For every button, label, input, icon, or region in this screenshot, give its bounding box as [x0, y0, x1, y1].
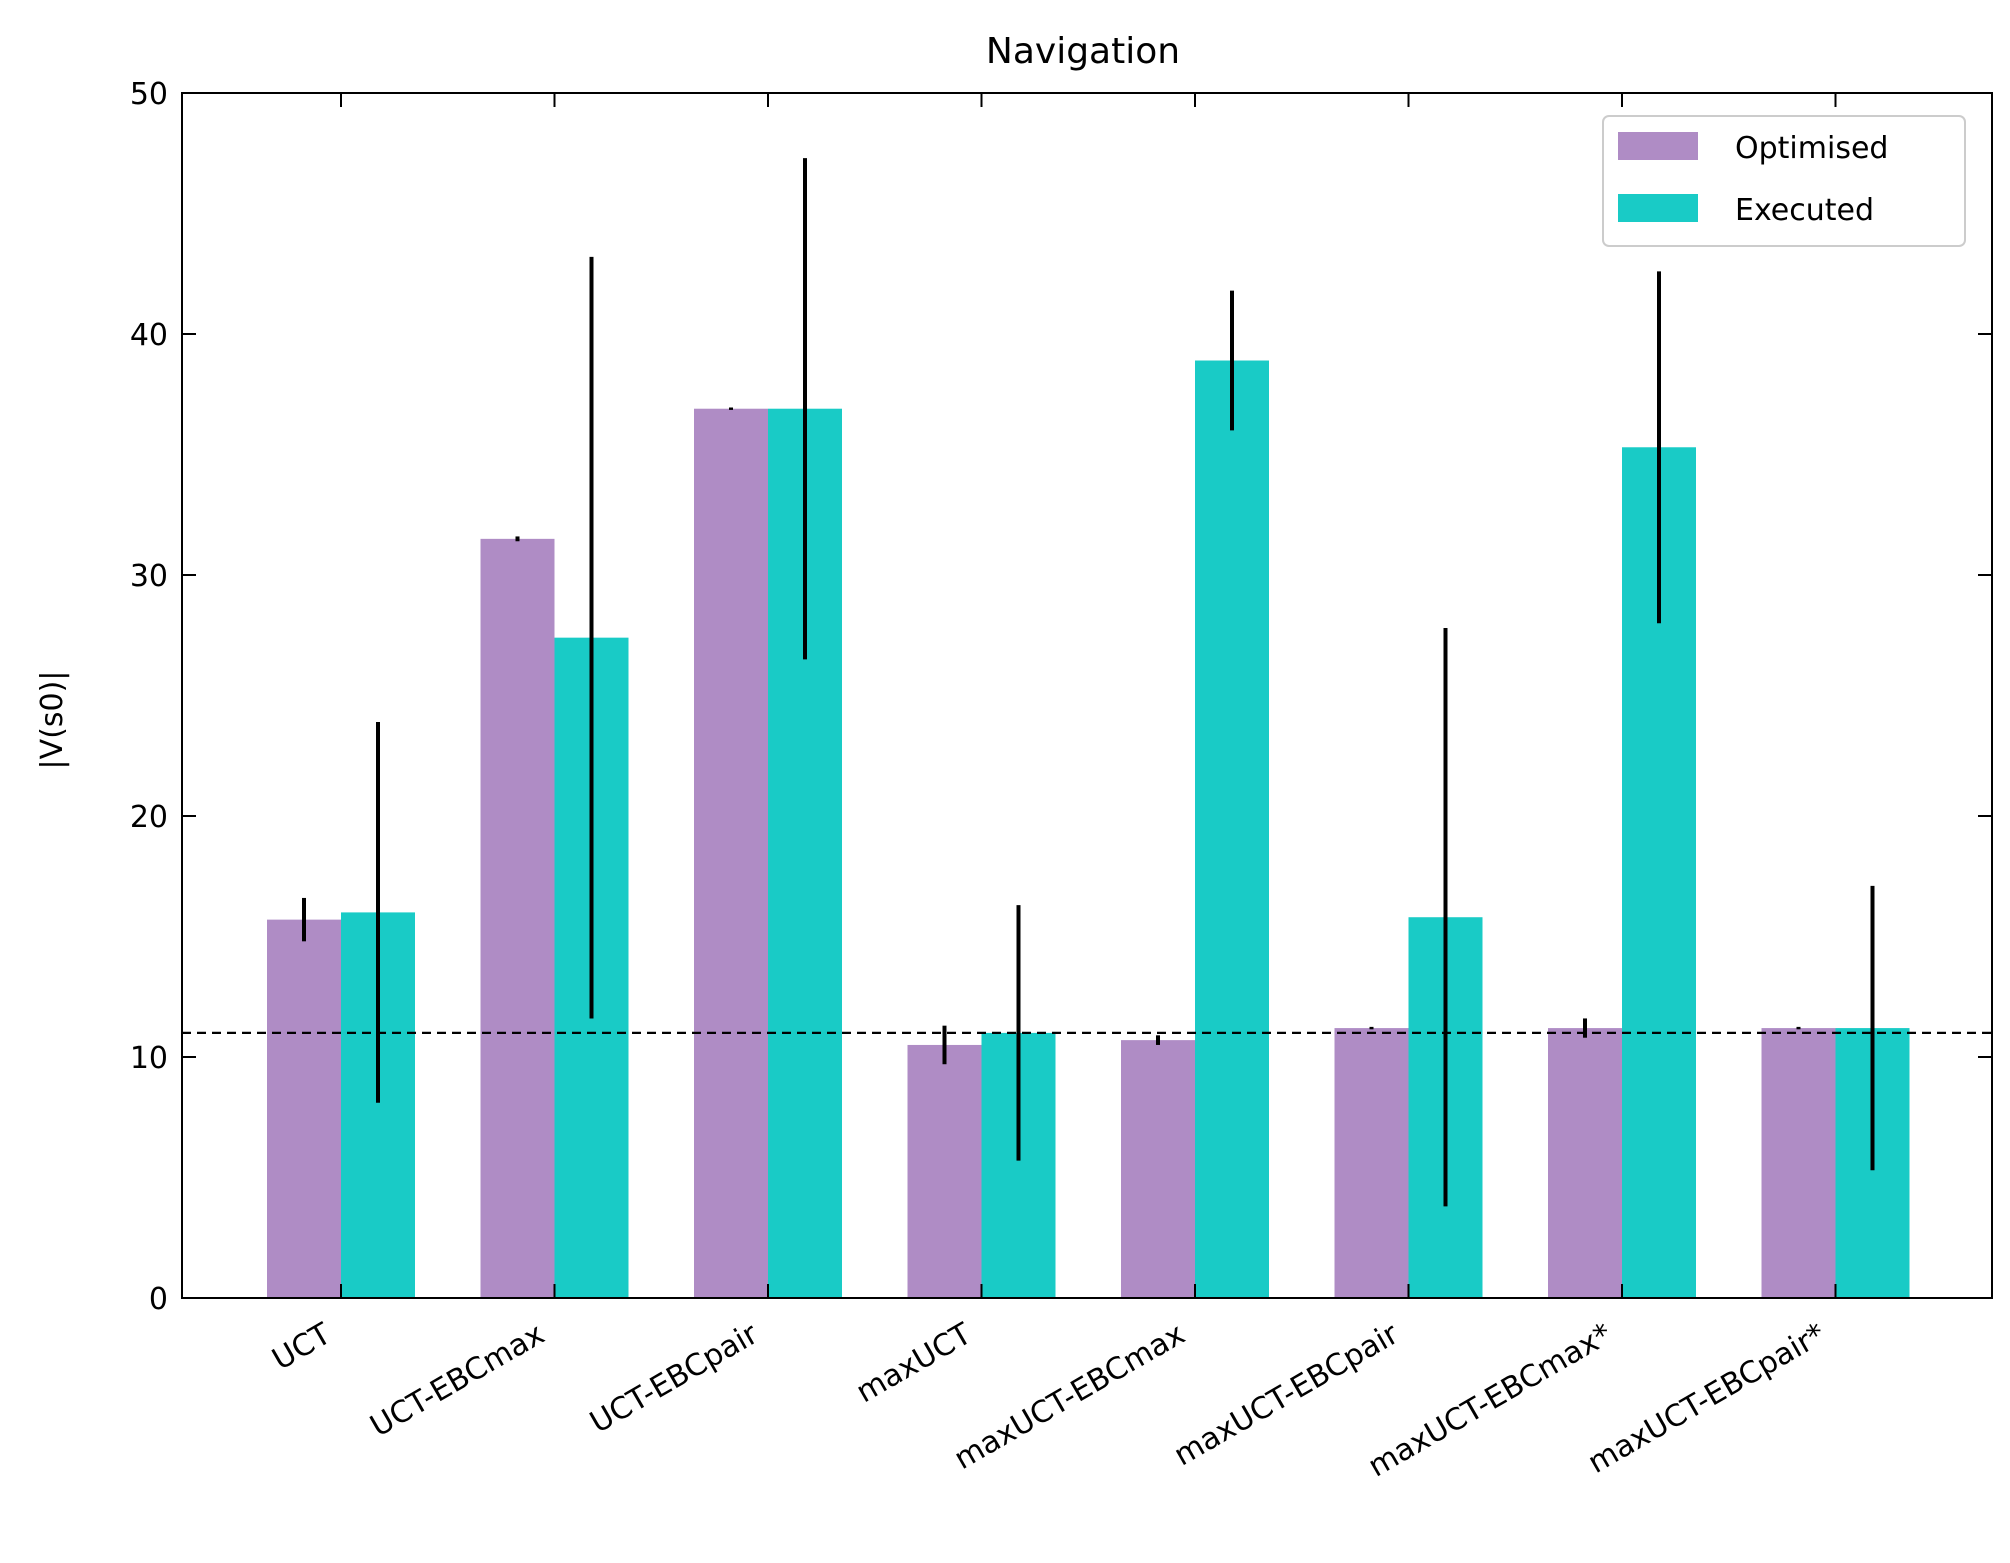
bar-optimised-0 — [267, 919, 341, 1298]
x-tick-label: UCT-EBCpair — [584, 1316, 764, 1440]
x-tick-label: UCT — [266, 1316, 337, 1377]
y-tick-label: 30 — [130, 559, 168, 594]
bar-executed-4 — [1195, 360, 1269, 1298]
y-tick-label: 50 — [130, 77, 168, 112]
bar-optimised-6 — [1548, 1028, 1622, 1298]
bar-optimised-7 — [1761, 1028, 1836, 1298]
y-tick-label: 40 — [130, 318, 168, 353]
legend-swatch-optimised — [1618, 132, 1698, 160]
x-tick-label: maxUCT-EBCpair* — [1582, 1317, 1831, 1481]
plot-frame — [181, 92, 1993, 1299]
legend-swatch-executed — [1618, 194, 1698, 222]
y-axis-label: |V(s0)| — [35, 671, 70, 770]
legend-label-executed: Executed — [1735, 193, 1874, 228]
legend-label-optimised: Optimised — [1735, 131, 1888, 166]
x-tick-label: maxUCT — [850, 1316, 978, 1410]
chart-title: Navigation — [986, 31, 1180, 72]
bar-optimised-3 — [907, 1044, 982, 1298]
error-bars-layer — [302, 158, 1875, 1207]
bar-optimised-5 — [1334, 1028, 1409, 1298]
x-tick-label: UCT-EBCmax — [364, 1317, 550, 1445]
y-tick-label: 20 — [130, 800, 168, 835]
legend: Optimised Executed — [1602, 115, 1966, 247]
x-tick-label: maxUCT-EBCmax — [948, 1317, 1191, 1477]
bars-layer — [267, 360, 1910, 1299]
y-tick-label: 0 — [149, 1282, 168, 1317]
bar-optimised-4 — [1121, 1040, 1195, 1298]
bar-optimised-2 — [694, 408, 768, 1299]
y-tick-label: 10 — [130, 1041, 168, 1076]
bar-optimised-1 — [480, 538, 555, 1298]
